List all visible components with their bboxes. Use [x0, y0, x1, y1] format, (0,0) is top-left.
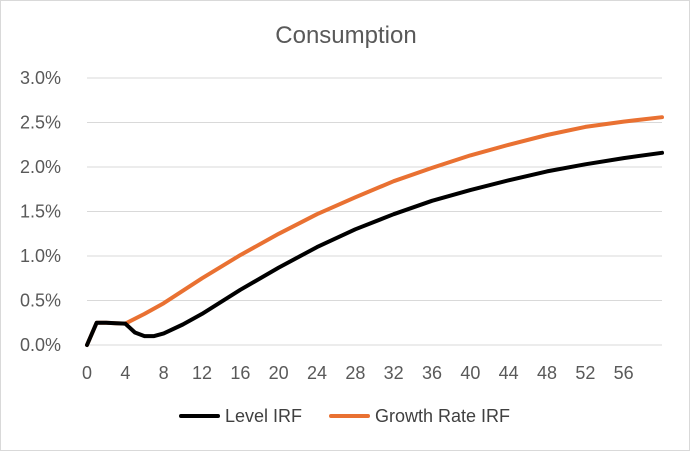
legend-label: Level IRF — [225, 406, 302, 426]
x-tick-label: 40 — [460, 363, 480, 383]
x-tick-label: 44 — [499, 363, 519, 383]
x-tick-label: 48 — [537, 363, 557, 383]
x-axis-tick-labels: 0 4 8 12 16 20 24 28 32 36 40 44 48 52 56 — [82, 363, 634, 383]
x-tick-label: 56 — [614, 363, 634, 383]
series-line-growth-rate-irf — [85, 115, 664, 347]
legend-label: Growth Rate IRF — [375, 406, 510, 426]
y-tick-label: 1.0% — [20, 246, 61, 266]
x-tick-label: 20 — [269, 363, 289, 383]
x-tick-label: 28 — [345, 363, 365, 383]
chart-title: Consumption — [275, 22, 416, 49]
x-tick-label: 36 — [422, 363, 442, 383]
x-tick-label: 12 — [192, 363, 212, 383]
x-tick-label: 16 — [230, 363, 250, 383]
series-line-level-irf — [85, 150, 664, 347]
x-tick-label: 52 — [575, 363, 595, 383]
y-axis-tick-labels: 0.0% 0.5% 1.0% 1.5% 2.0% 2.5% 3.0% — [20, 68, 61, 355]
series-lines — [85, 115, 664, 347]
y-tick-label: 3.0% — [20, 68, 61, 88]
y-tick-label: 2.0% — [20, 157, 61, 177]
y-tick-label: 0.5% — [20, 291, 61, 311]
y-tick-label: 2.5% — [20, 113, 61, 133]
legend: Level IRF Growth Rate IRF — [179, 406, 510, 426]
y-tick-label: 1.5% — [20, 202, 61, 222]
x-tick-label: 8 — [159, 363, 169, 383]
x-tick-label: 24 — [307, 363, 327, 383]
gridlines — [87, 77, 662, 346]
x-tick-label: 4 — [120, 363, 130, 383]
x-tick-label: 32 — [384, 363, 404, 383]
y-tick-label: 0.0% — [20, 335, 61, 355]
x-tick-label: 0 — [82, 363, 92, 383]
